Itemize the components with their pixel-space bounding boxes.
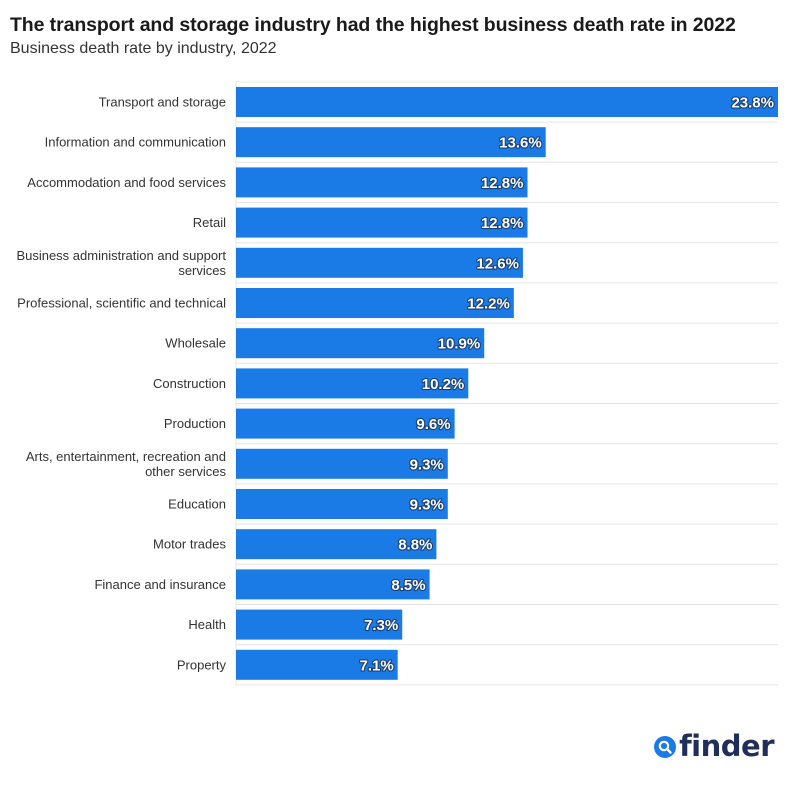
chart-subtitle: Business death rate by industry, 2022	[10, 40, 277, 57]
category-label-line: Business administration and support	[16, 248, 226, 263]
category-label: Business administration and support servi…	[16, 248, 226, 278]
category-label-line: Education	[168, 497, 226, 512]
category-label-line: Finance and insurance	[94, 577, 226, 592]
bar	[236, 569, 430, 600]
data-label: 7.1%	[359, 657, 393, 674]
category-label-line: services	[178, 263, 226, 278]
bar	[236, 207, 528, 238]
category-label-line: Production	[164, 416, 226, 431]
bar	[236, 328, 485, 359]
category-label: Information and communication	[45, 135, 226, 150]
bar	[236, 609, 403, 640]
bar	[236, 247, 523, 278]
category-label-line: Transport and storage	[99, 95, 226, 110]
chart-title: The transport and storage industry had t…	[10, 14, 736, 36]
bar	[236, 649, 398, 680]
category-label: Motor trades	[153, 537, 226, 552]
category-label: Wholesale	[165, 336, 226, 351]
category-label: Property	[177, 657, 227, 672]
category-label: Health	[188, 617, 226, 632]
category-label-line: Arts, entertainment, recreation and	[26, 449, 226, 464]
category-label: Professional, scientific and technical	[17, 296, 226, 311]
bar	[236, 127, 546, 158]
category-label-line: Construction	[153, 376, 226, 391]
data-label: 9.6%	[416, 416, 450, 433]
data-label: 8.5%	[391, 577, 425, 594]
category-label-line: Health	[188, 617, 226, 632]
data-label: 7.3%	[364, 617, 398, 634]
bar	[236, 167, 528, 198]
data-label: 12.2%	[467, 296, 510, 313]
data-label: 10.9%	[438, 336, 481, 353]
brand-name: finder	[679, 729, 774, 763]
category-label-line: Wholesale	[165, 336, 226, 351]
finder-logo: finder	[654, 732, 774, 761]
bar	[236, 529, 437, 560]
category-label-line: Property	[177, 657, 227, 672]
data-label: 13.6%	[499, 135, 542, 152]
bar	[236, 489, 448, 519]
data-label: 12.8%	[481, 215, 524, 232]
category-label: Construction	[153, 376, 226, 391]
data-label: 12.8%	[481, 175, 524, 192]
category-label-line: Information and communication	[45, 135, 226, 150]
category-label: Education	[168, 497, 226, 512]
data-label: 8.8%	[398, 537, 432, 554]
bar-chart: Transport and storage 23.8% Information an…	[16, 81, 778, 686]
bar	[236, 87, 778, 117]
category-label-line: other services	[145, 464, 226, 479]
bar	[236, 288, 514, 318]
category-label: Arts, entertainment, recreation and other…	[26, 449, 227, 479]
data-label: 23.8%	[731, 95, 774, 112]
bar	[236, 448, 448, 479]
category-label: Finance and insurance	[94, 577, 226, 592]
search-icon	[654, 735, 677, 758]
category-label-line: Motor trades	[153, 537, 226, 552]
category-label: Production	[164, 416, 226, 431]
data-label: 12.6%	[476, 255, 519, 272]
bar	[236, 368, 469, 399]
category-label: Accommodation and food services	[27, 175, 226, 190]
data-label: 10.2%	[422, 376, 465, 393]
category-label: Retail	[193, 215, 226, 230]
data-label: 9.3%	[410, 497, 444, 514]
category-label-line: Accommodation and food services	[27, 175, 226, 190]
category-label: Transport and storage	[99, 95, 226, 110]
category-label-line: Retail	[193, 215, 226, 230]
category-label-line: Professional, scientific and technical	[17, 296, 226, 311]
data-label: 9.3%	[410, 456, 444, 473]
bar	[236, 408, 455, 439]
